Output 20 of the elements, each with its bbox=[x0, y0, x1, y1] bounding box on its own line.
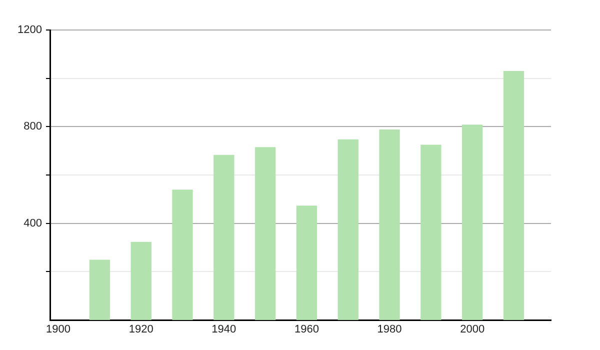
x-tick-label: 1900 bbox=[46, 324, 71, 336]
x-tick-label: 1960 bbox=[294, 324, 319, 336]
y-tick-label: 1200 bbox=[18, 24, 42, 36]
bar bbox=[89, 260, 110, 320]
bar bbox=[130, 242, 152, 320]
x-tick-label: 2000 bbox=[460, 324, 485, 336]
bar bbox=[503, 70, 524, 320]
x-tick-label: 1920 bbox=[128, 324, 154, 336]
y-tick-label: 400 bbox=[24, 217, 42, 230]
bar bbox=[254, 147, 276, 320]
bar bbox=[214, 154, 234, 320]
bar bbox=[172, 190, 193, 320]
x-tick-label: 1980 bbox=[377, 324, 402, 336]
x-tick-label: 1940 bbox=[212, 324, 236, 336]
bar bbox=[462, 124, 483, 320]
bar bbox=[379, 129, 400, 320]
bar bbox=[338, 139, 358, 320]
y-tick-label: 800 bbox=[24, 120, 42, 133]
bar bbox=[420, 144, 442, 320]
bar bbox=[296, 206, 318, 320]
